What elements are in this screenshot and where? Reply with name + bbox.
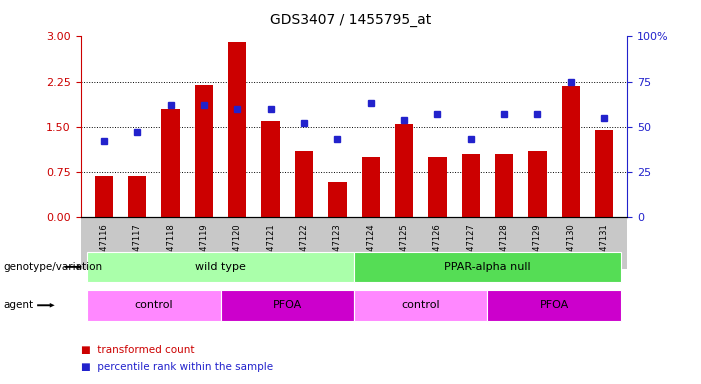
Text: GDS3407 / 1455795_at: GDS3407 / 1455795_at — [270, 13, 431, 27]
Bar — [529, 151, 547, 217]
Text: PFOA: PFOA — [540, 300, 569, 310]
Bar — [395, 124, 413, 217]
Bar — [261, 121, 280, 217]
Bar — [495, 154, 513, 217]
Bar — [562, 86, 580, 217]
Bar — [161, 109, 179, 217]
Bar — [95, 176, 113, 217]
Text: ■  percentile rank within the sample: ■ percentile rank within the sample — [81, 362, 273, 372]
Text: control: control — [135, 300, 173, 310]
Text: wild type: wild type — [195, 262, 246, 272]
Bar — [295, 151, 313, 217]
Bar — [428, 157, 447, 217]
Text: control: control — [402, 300, 440, 310]
Text: PPAR-alpha null: PPAR-alpha null — [444, 262, 531, 272]
Bar — [362, 157, 380, 217]
Text: ■  transformed count: ■ transformed count — [81, 345, 194, 355]
Text: agent: agent — [4, 300, 34, 310]
Bar — [595, 130, 613, 217]
Bar — [328, 182, 346, 217]
Bar — [228, 43, 247, 217]
Bar — [461, 154, 480, 217]
Text: PFOA: PFOA — [273, 300, 302, 310]
Bar — [195, 84, 213, 217]
Text: genotype/variation: genotype/variation — [4, 262, 102, 272]
Bar — [128, 176, 147, 217]
